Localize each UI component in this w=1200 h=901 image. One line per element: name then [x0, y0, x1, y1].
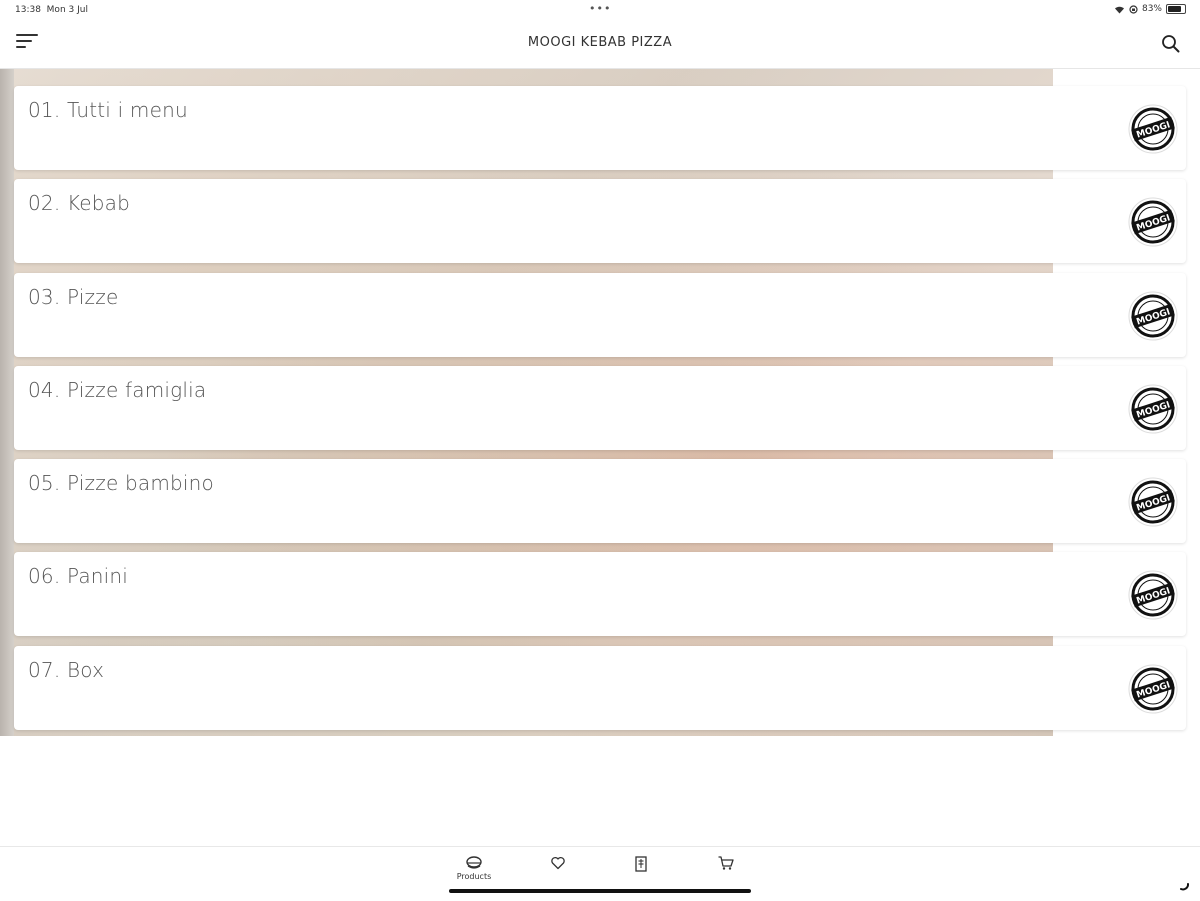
- multitasking-dots-icon[interactable]: •••: [589, 2, 612, 15]
- moogi-logo-icon: MOOGI: [1128, 664, 1178, 714]
- category-card-kebab[interactable]: 02. Kebab MOOGI: [14, 179, 1186, 264]
- category-card-tutti-i-menu[interactable]: 01. Tutti i menu MOOGI: [14, 86, 1186, 170]
- receipt-icon: [635, 856, 647, 872]
- heart-icon: [551, 856, 565, 870]
- category-list: 01. Tutti i menu MOOGI 02. Kebab MOOGI 0…: [14, 86, 1186, 739]
- status-date: Mon 3 Jul: [46, 5, 88, 15]
- category-label: 03. Pizze: [28, 284, 119, 309]
- moogi-logo-icon: MOOGI: [1128, 477, 1178, 527]
- status-time-date: 13:38 Mon 3 Jul: [15, 5, 88, 15]
- home-indicator[interactable]: [449, 889, 751, 893]
- tab-favorites[interactable]: [528, 855, 588, 871]
- battery-percent: 83%: [1141, 4, 1162, 14]
- category-card-pizze[interactable]: 03. Pizze MOOGI: [14, 272, 1186, 357]
- hamburger-menu-icon[interactable]: [16, 34, 40, 54]
- status-time: 13:38: [15, 5, 41, 15]
- category-card-pizze-famiglia[interactable]: 04. Pizze famiglia MOOGI: [14, 365, 1186, 450]
- category-label: 01. Tutti i menu: [28, 98, 188, 122]
- moogi-logo-icon: MOOGI: [1128, 104, 1178, 154]
- category-label: 05. Pizze bambino: [28, 471, 214, 496]
- battery-icon: [1166, 4, 1186, 14]
- orientation-lock-icon: [1129, 4, 1138, 14]
- products-icon: [466, 856, 482, 869]
- tab-cart[interactable]: [696, 855, 756, 871]
- wifi-icon: [1114, 6, 1124, 13]
- status-indicators: 83%: [1114, 4, 1186, 14]
- category-label: 06. Panini: [28, 564, 129, 589]
- moogi-logo-icon: MOOGI: [1128, 570, 1178, 620]
- cart-icon: [718, 856, 734, 870]
- moogi-logo-icon: MOOGI: [1128, 197, 1178, 247]
- moogi-logo-icon: MOOGI: [1128, 384, 1178, 434]
- search-icon[interactable]: [1160, 33, 1182, 55]
- category-label: 04. Pizze famiglia: [28, 377, 207, 402]
- tab-products[interactable]: Products: [444, 855, 504, 881]
- loading-spinner-icon: [1180, 883, 1189, 891]
- category-label: 07. Box: [28, 657, 105, 682]
- top-navigation-bar: MOOGI KEBAB PIZZA: [0, 22, 1200, 69]
- bottom-tab-bar: Products: [0, 846, 1200, 901]
- category-label: 02. Kebab: [28, 191, 131, 216]
- category-card-pizze-bambino[interactable]: 05. Pizze bambino MOOGI: [14, 459, 1186, 544]
- tab-products-label: Products: [456, 872, 492, 881]
- category-card-panini[interactable]: 06. Panini MOOGI: [14, 552, 1186, 637]
- moogi-logo-icon: MOOGI: [1128, 291, 1178, 341]
- tab-orders[interactable]: [611, 855, 671, 873]
- status-bar: 13:38 Mon 3 Jul ••• 83%: [0, 0, 1200, 22]
- category-card-box[interactable]: 07. Box MOOGI: [14, 645, 1186, 730]
- page-title: MOOGI KEBAB PIZZA: [527, 35, 673, 50]
